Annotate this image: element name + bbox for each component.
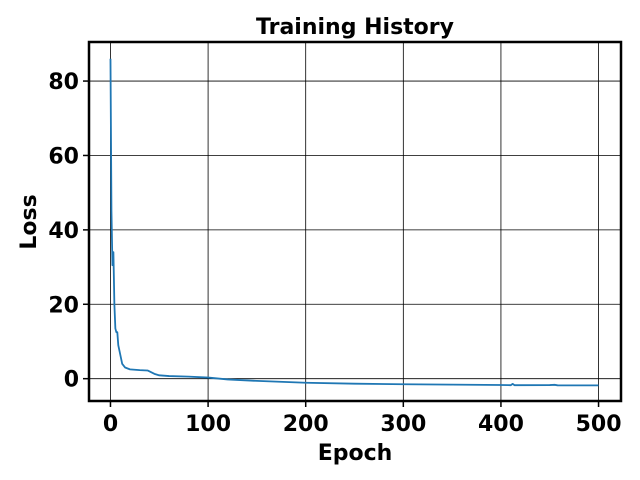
y-tick-label: 0	[64, 368, 79, 393]
x-tick-label: 100	[185, 412, 231, 437]
grid-lines	[89, 42, 621, 401]
plot-frame	[87, 40, 623, 403]
x-tick-label: 400	[478, 412, 524, 437]
y-tick-label: 20	[48, 293, 79, 318]
y-axis-ticks: 0 20 40 60 80	[48, 70, 89, 393]
y-tick-label: 40	[48, 219, 79, 244]
y-tick-label: 60	[48, 144, 79, 169]
y-axis-label: Loss	[17, 194, 42, 249]
x-tick-label: 300	[380, 412, 426, 437]
chart-title: Training History	[256, 15, 454, 40]
x-tick-label: 0	[103, 412, 118, 437]
x-axis-label: Epoch	[318, 441, 393, 466]
x-tick-label: 500	[576, 412, 622, 437]
series-layer	[109, 58, 599, 387]
loss-series-line	[109, 58, 599, 387]
x-tick-label: 200	[283, 412, 329, 437]
x-axis-ticks: 0 100 200 300 400 500	[103, 401, 622, 437]
y-tick-label: 80	[48, 70, 79, 95]
